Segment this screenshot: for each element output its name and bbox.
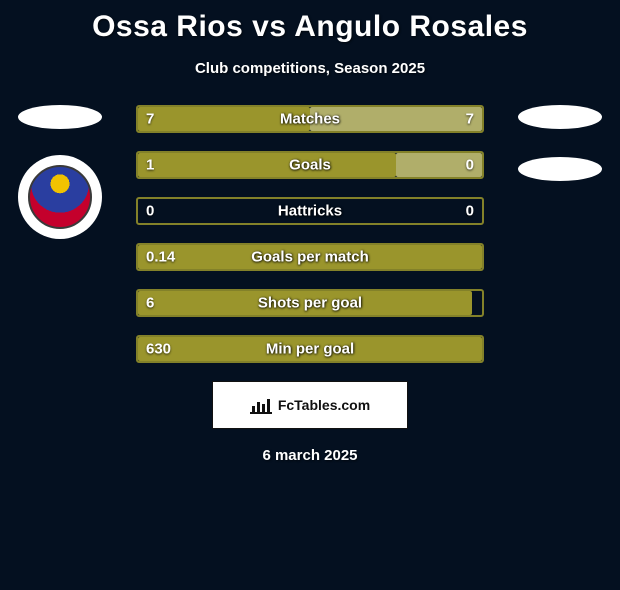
stat-fill-left: [138, 153, 396, 177]
page-title: Ossa Rios vs Angulo Rosales: [0, 10, 620, 44]
stat-value-right: 7: [466, 111, 474, 128]
attribution-text: FcTables.com: [278, 397, 370, 413]
stat-value-left: 7: [146, 111, 154, 128]
chart-icon: [250, 396, 272, 414]
stat-row: 1 0 Goals: [136, 151, 484, 179]
crest-graphic-icon: [28, 165, 92, 229]
stat-label: Matches: [280, 111, 340, 128]
stat-label: Shots per goal: [258, 295, 362, 312]
attribution-badge[interactable]: FcTables.com: [212, 381, 408, 429]
player-left-badge-icon: [18, 105, 102, 129]
player-left-club-crest-icon: [18, 155, 102, 239]
stat-row: 630 Min per goal: [136, 335, 484, 363]
page-subtitle: Club competitions, Season 2025: [0, 60, 620, 77]
right-player-column: [518, 105, 602, 181]
stat-value-right: 0: [466, 203, 474, 220]
left-player-column: [18, 105, 102, 239]
stat-value-left: 0.14: [146, 249, 175, 266]
stat-label: Goals per match: [251, 249, 369, 266]
stat-value-left: 0: [146, 203, 154, 220]
stat-row: 0.14 Goals per match: [136, 243, 484, 271]
stat-label: Hattricks: [278, 203, 342, 220]
stat-row: 7 7 Matches: [136, 105, 484, 133]
stat-label: Min per goal: [266, 341, 354, 358]
stat-value-left: 1: [146, 157, 154, 174]
footer-date: 6 march 2025: [0, 447, 620, 464]
stat-value-left: 6: [146, 295, 154, 312]
comparison-content: 7 7 Matches 1 0 Goals 0 0 Hattricks 0.14 Goals per…: [0, 105, 620, 464]
stat-label: Goals: [289, 157, 331, 174]
stat-row: 0 0 Hattricks: [136, 197, 484, 225]
stat-value-right: 0: [466, 157, 474, 174]
stat-row: 6 Shots per goal: [136, 289, 484, 317]
player-right-club-badge-icon: [518, 157, 602, 181]
stat-value-left: 630: [146, 341, 171, 358]
stat-bars: 7 7 Matches 1 0 Goals 0 0 Hattricks 0.14 Goals per…: [136, 105, 484, 363]
player-right-badge-icon: [518, 105, 602, 129]
